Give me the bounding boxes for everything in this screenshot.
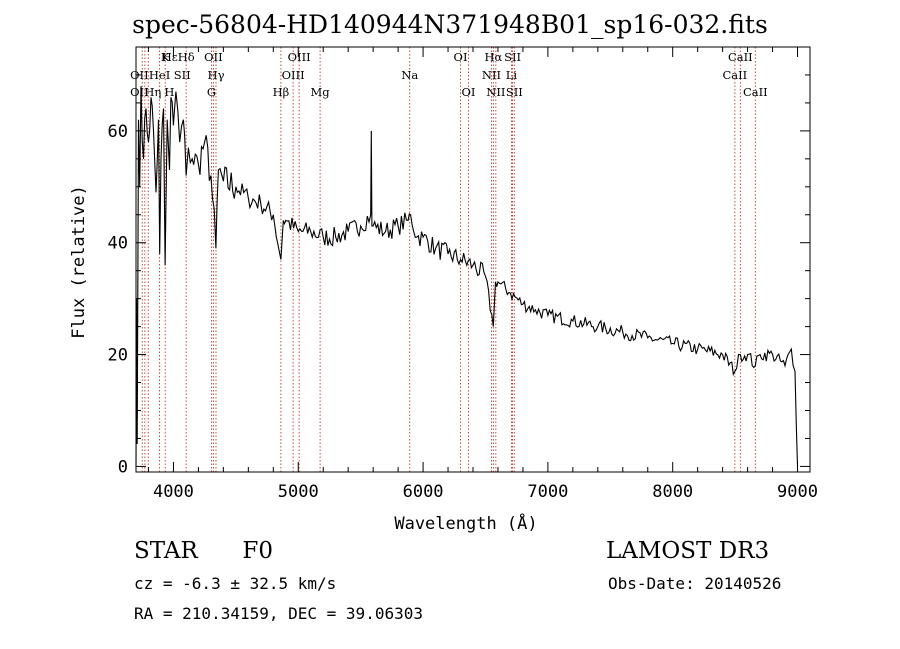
y-tick-label: 0 [118,457,128,477]
line-label: Li [506,68,518,82]
x-tick-label: 7000 [527,482,568,502]
line-label: CaII [743,85,768,99]
y-tick-label: 40 [108,234,128,254]
line-label: OIII [288,50,311,64]
line-label: SII [174,68,191,82]
line-label: NII [486,85,505,99]
line-label: H [164,85,174,99]
object-subclass-value: F0 [242,538,273,564]
line-label: OI [454,50,468,64]
line-label: Hβ [273,85,290,99]
y-tick-label: 60 [108,122,128,142]
line-label: NII [482,68,501,82]
object-class-value: STAR [134,538,198,564]
line-label: SII [504,50,521,64]
survey-name: LAMOST DR3 [606,538,770,564]
spectrum-series-line [135,86,799,467]
plot-frame [135,46,811,473]
x-tick-label: 4000 [153,482,194,502]
obs-date: Obs-Date: 20140526 [608,574,782,593]
line-label: OII [130,85,149,99]
line-label: Na [401,68,418,82]
line-label: Hγ [208,68,225,82]
line-label: Hα [484,50,502,64]
object-class: STAR F0 [134,538,273,564]
x-tick-label: 5000 [278,482,319,502]
line-label: Mg [311,85,331,99]
redshift-info: cz = -6.3 ± 32.5 km/s [134,574,337,593]
line-label: Hδ [178,50,195,64]
line-label: CaII [728,50,753,64]
line-label: OII [204,50,223,64]
x-axis-label: Wavelength (Å) [394,512,537,534]
x-tick-label: 6000 [403,482,444,502]
line-label: OIII [282,68,305,82]
ra-dec: RA = 210.34159, DEC = 39.06303 [134,604,423,623]
line-label: SII [506,85,523,99]
line-label: CaII [722,68,747,82]
chart-title: spec-56804-HD140944N371948B01_sp16-032.f… [132,10,768,39]
y-tick-label: 20 [108,346,128,366]
y-axis-ticks: 0 20 40 60 [108,74,810,477]
x-axis-ticks: 4000 5000 6000 7000 8000 9000 [147,47,818,502]
line-markers [141,47,756,472]
line-label: G [207,85,216,99]
y-axis-label: Flux (relative) [69,185,89,339]
line-label: OI [462,85,476,99]
line-label: Hη [144,85,161,99]
x-tick-label: 8000 [652,482,693,502]
line-label: HeI [149,68,170,82]
line-label: K [161,50,170,64]
x-tick-label: 9000 [777,482,818,502]
